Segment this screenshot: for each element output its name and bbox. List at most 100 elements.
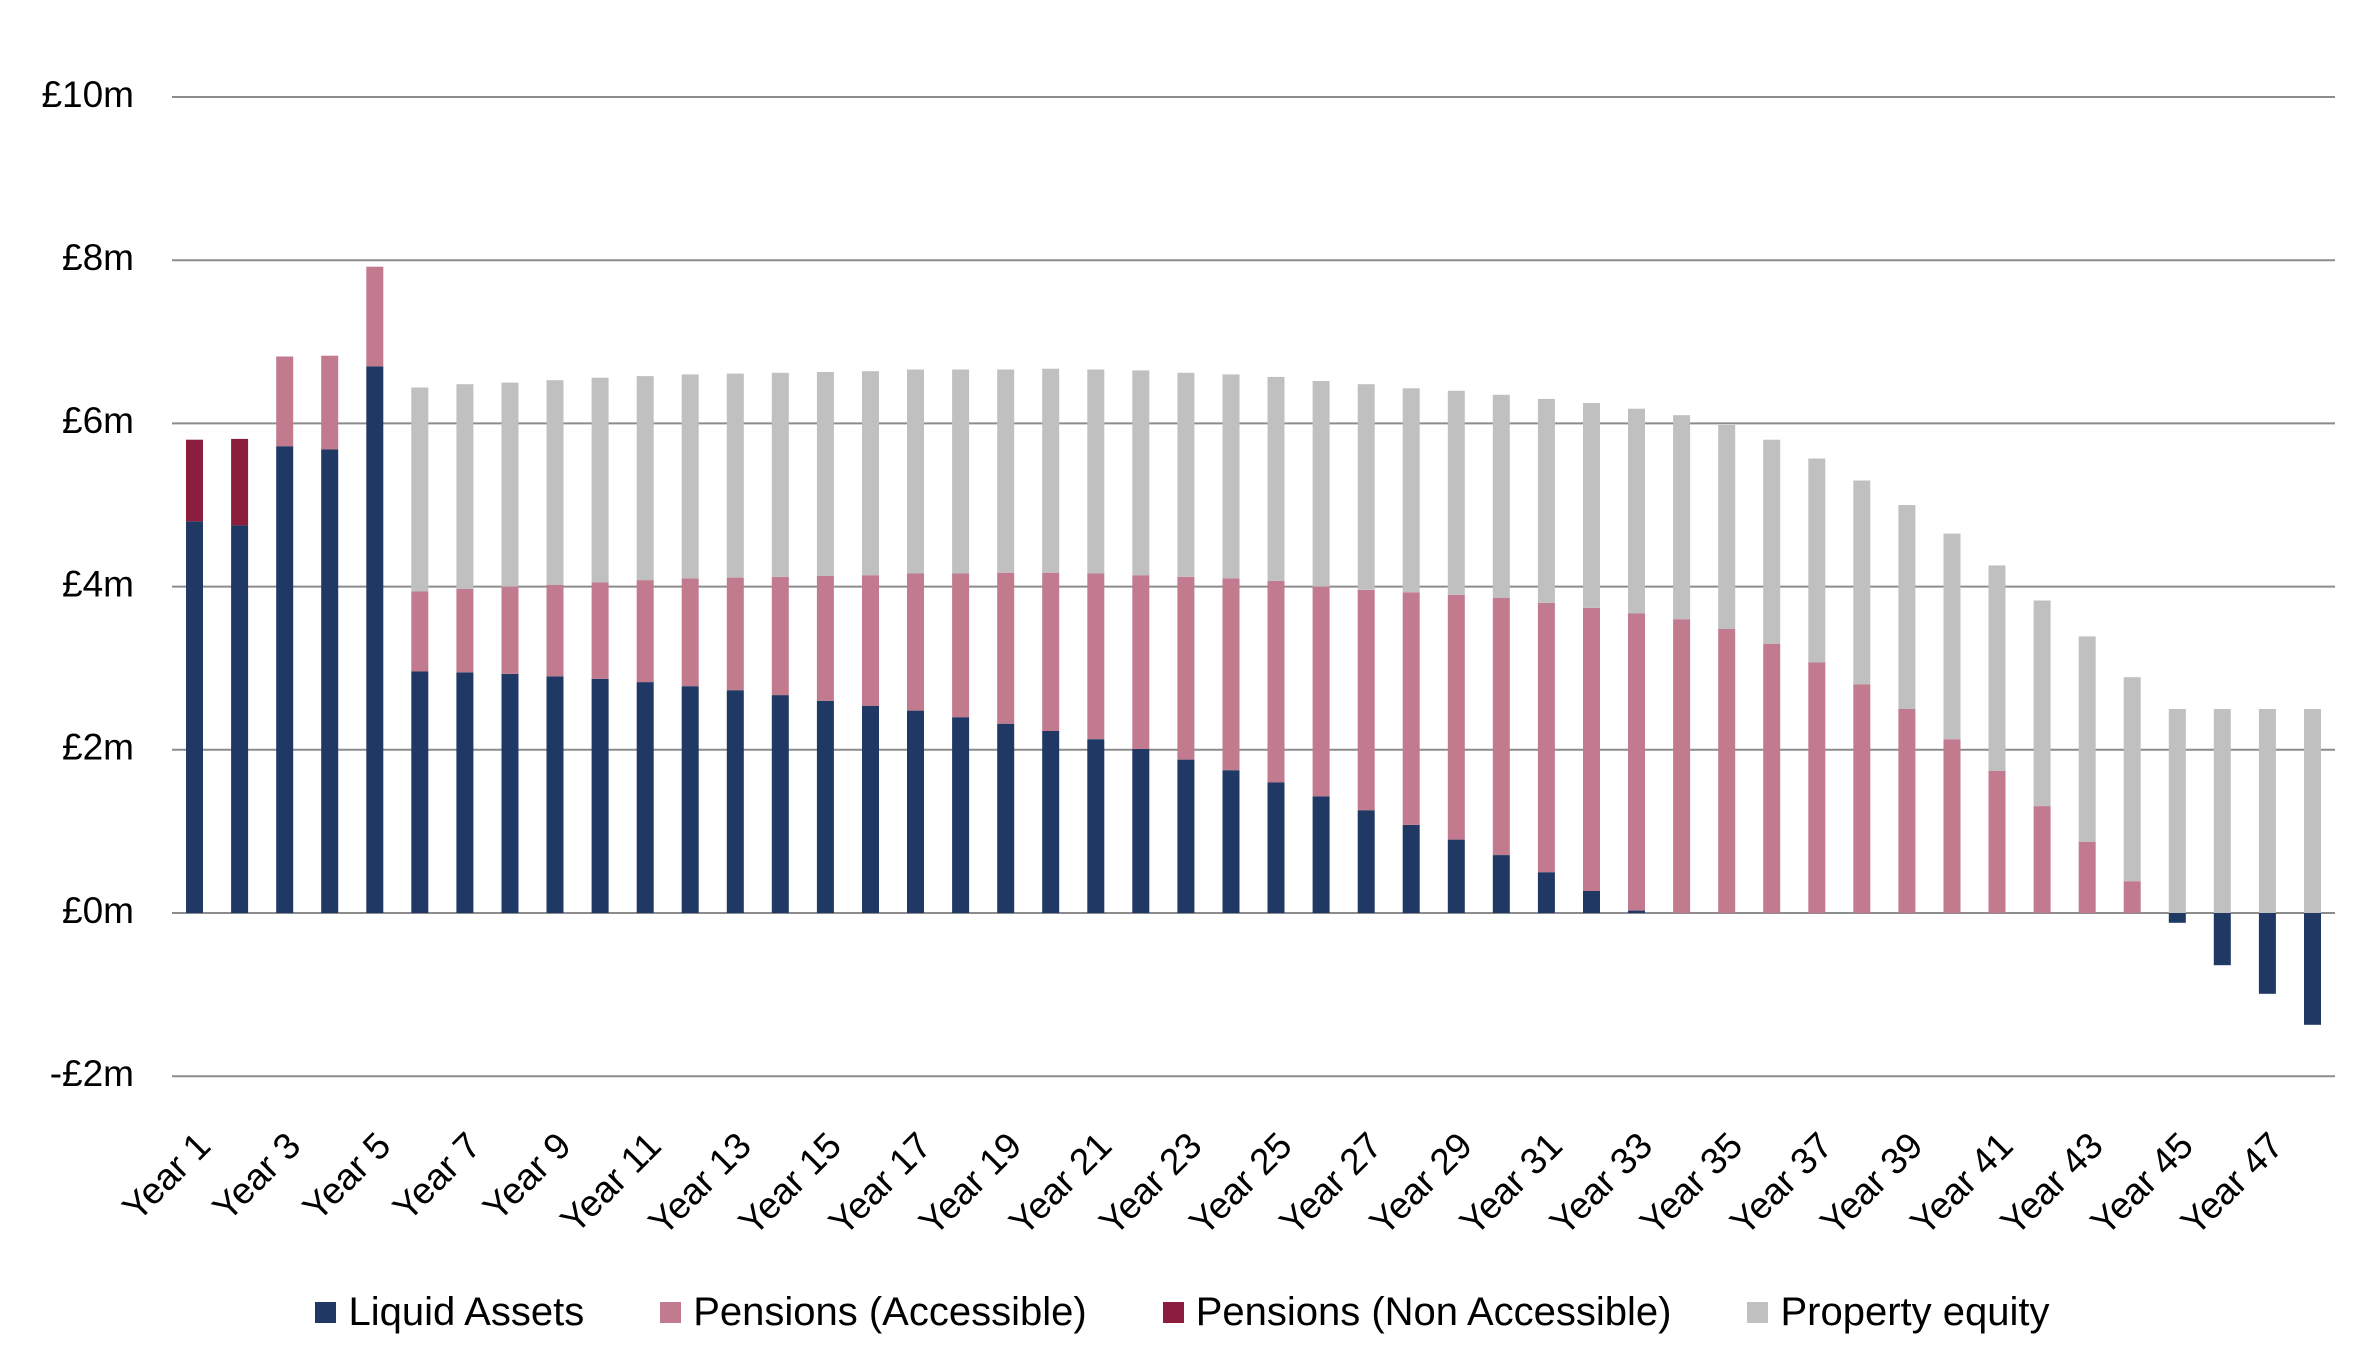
bar-liquid-assets-year-33 bbox=[1628, 910, 1645, 913]
bar-pensions-accessible-year-5 bbox=[366, 266, 384, 367]
bar-pensions-accessible-year-3 bbox=[276, 356, 294, 447]
bar-pensions-accessible-year-12 bbox=[681, 578, 699, 687]
bar-liquid-assets-year-16 bbox=[862, 705, 879, 913]
bar-pensions-accessible-year-23 bbox=[1177, 576, 1195, 760]
bar-liquid-assets-year-31 bbox=[1537, 872, 1555, 913]
bar-liquid-assets-year-48 bbox=[2304, 913, 2321, 1025]
bar-property-equity-year-17 bbox=[907, 369, 924, 574]
bar-property-equity-year-22 bbox=[1132, 370, 1150, 576]
bar-property-equity-year-37 bbox=[1808, 458, 1826, 663]
bar-property-equity-year-19 bbox=[997, 369, 1015, 573]
bar-property-equity-year-24 bbox=[1222, 374, 1240, 579]
bar-property-equity-year-20 bbox=[1042, 368, 1060, 573]
legend-item: Liquid Assets bbox=[315, 1290, 584, 1335]
y-tick-label: £8m bbox=[62, 237, 134, 278]
legend-swatch bbox=[1747, 1302, 1769, 1323]
bar-property-equity-year-44 bbox=[2123, 677, 2141, 882]
bar-pensions-accessible-year-39 bbox=[1898, 709, 1916, 913]
bar-liquid-assets-year-28 bbox=[1402, 824, 1420, 913]
bar-pensions-accessible-year-21 bbox=[1087, 573, 1105, 740]
bar-pensions-accessible-year-37 bbox=[1808, 662, 1826, 913]
bar-property-equity-year-12 bbox=[681, 374, 699, 579]
y-tick-label: £10m bbox=[41, 74, 134, 115]
bar-property-equity-year-31 bbox=[1537, 398, 1555, 603]
bar-pensions-accessible-year-11 bbox=[636, 580, 654, 683]
bar-liquid-assets-year-1 bbox=[186, 521, 203, 913]
bar-pensions-accessible-year-19 bbox=[997, 572, 1015, 724]
bar-property-equity-year-33 bbox=[1628, 408, 1645, 614]
bar-property-equity-year-18 bbox=[952, 369, 970, 574]
bar-liquid-assets-year-8 bbox=[501, 673, 519, 913]
bar-pensions-accessible-year-29 bbox=[1447, 594, 1465, 840]
bar-pensions-accessible-year-33 bbox=[1628, 613, 1645, 911]
bar-liquid-assets-year-17 bbox=[907, 710, 924, 913]
y-axis-ticks: -£2m £0m £2m £4m £6m £8m £10m bbox=[41, 74, 134, 1094]
bar-pensions-accessible-year-28 bbox=[1402, 592, 1420, 825]
bar-pensions-accessible-year-24 bbox=[1222, 578, 1240, 771]
bar-property-equity-year-46 bbox=[2213, 709, 2231, 913]
bar-property-equity-year-7 bbox=[456, 384, 474, 589]
bar-pensions-accessible-year-4 bbox=[321, 355, 339, 450]
bar-liquid-assets-year-7 bbox=[456, 672, 474, 913]
y-tick-label: £6m bbox=[62, 400, 134, 441]
bar-liquid-assets-year-14 bbox=[771, 695, 789, 913]
bar-property-equity-year-40 bbox=[1943, 533, 1961, 740]
bar-property-equity-year-9 bbox=[546, 380, 564, 585]
bar-property-equity-year-47 bbox=[2258, 709, 2276, 913]
bar-pensions-accessible-year-36 bbox=[1763, 643, 1781, 913]
bar-property-equity-year-48 bbox=[2304, 709, 2321, 913]
bar-pensions-accessible-year-27 bbox=[1357, 589, 1375, 811]
bar-liquid-assets-year-21 bbox=[1087, 739, 1105, 913]
bar-property-equity-year-10 bbox=[591, 377, 609, 583]
bar-property-equity-year-28 bbox=[1402, 388, 1420, 593]
legend-label: Property equity bbox=[1780, 1290, 2050, 1334]
bar-pensions-accessible-year-18 bbox=[952, 573, 970, 718]
bar-liquid-assets-year-24 bbox=[1222, 770, 1240, 913]
bar-liquid-assets-year-4 bbox=[321, 449, 339, 913]
x-tick-label: Year 3 bbox=[205, 1125, 309, 1229]
bar-property-equity-year-45 bbox=[2168, 709, 2186, 913]
bar-liquid-assets-year-2 bbox=[231, 525, 249, 913]
legend: Liquid Assets Pensions (Accessible) Pensio… bbox=[0, 1290, 2365, 1335]
bar-liquid-assets-year-22 bbox=[1132, 749, 1150, 913]
legend-item: Pensions (Non Accessible) bbox=[1162, 1290, 1671, 1335]
bar-property-equity-year-27 bbox=[1357, 384, 1375, 590]
bar-liquid-assets-year-18 bbox=[952, 717, 970, 913]
bar-liquid-assets-year-9 bbox=[546, 676, 564, 913]
y-tick-label: -£2m bbox=[50, 1053, 134, 1094]
bar-property-equity-year-43 bbox=[2078, 636, 2096, 842]
bar-liquid-assets-year-10 bbox=[591, 678, 609, 913]
bar-pensions-accessible-year-30 bbox=[1492, 598, 1510, 855]
bar-property-equity-year-30 bbox=[1492, 394, 1510, 598]
bar-liquid-assets-year-30 bbox=[1492, 855, 1510, 913]
bar-liquid-assets-year-15 bbox=[816, 700, 834, 913]
x-tick-label: Year 5 bbox=[295, 1125, 399, 1229]
x-tick-label: Year 47 bbox=[2173, 1125, 2291, 1243]
bar-pensions-accessible-year-44 bbox=[2123, 881, 2141, 913]
x-tick-label: Year 7 bbox=[385, 1125, 489, 1229]
bar-pensions-accessible-year-7 bbox=[456, 589, 474, 673]
bar-property-equity-year-26 bbox=[1312, 381, 1330, 587]
bars bbox=[186, 266, 2321, 1025]
bar-pensions-accessible-year-14 bbox=[771, 576, 789, 696]
bar-property-equity-year-15 bbox=[816, 372, 834, 576]
legend-label: Liquid Assets bbox=[348, 1290, 585, 1334]
bar-pensions-accessible-year-10 bbox=[591, 582, 609, 679]
bar-liquid-assets-year-23 bbox=[1177, 759, 1195, 913]
bar-liquid-assets-year-26 bbox=[1312, 796, 1330, 913]
legend-swatch bbox=[1162, 1302, 1184, 1323]
bar-pensions-accessible-year-16 bbox=[862, 575, 879, 706]
bar-property-equity-year-14 bbox=[771, 372, 789, 577]
legend-swatch bbox=[660, 1302, 682, 1323]
bar-property-equity-year-36 bbox=[1763, 439, 1781, 644]
bar-pensions-accessible-year-25 bbox=[1267, 580, 1285, 783]
legend-item: Property equity bbox=[1747, 1290, 2050, 1335]
bar-property-equity-year-11 bbox=[636, 376, 654, 581]
bar-liquid-assets-year-5 bbox=[366, 366, 384, 913]
bar-property-equity-year-23 bbox=[1177, 372, 1195, 577]
legend-label: Pensions (Accessible) bbox=[693, 1290, 1087, 1334]
bar-pensions-accessible-year-41 bbox=[1988, 771, 2006, 913]
bar-liquid-assets-year-47 bbox=[2258, 913, 2276, 994]
legend-swatch bbox=[315, 1302, 337, 1323]
